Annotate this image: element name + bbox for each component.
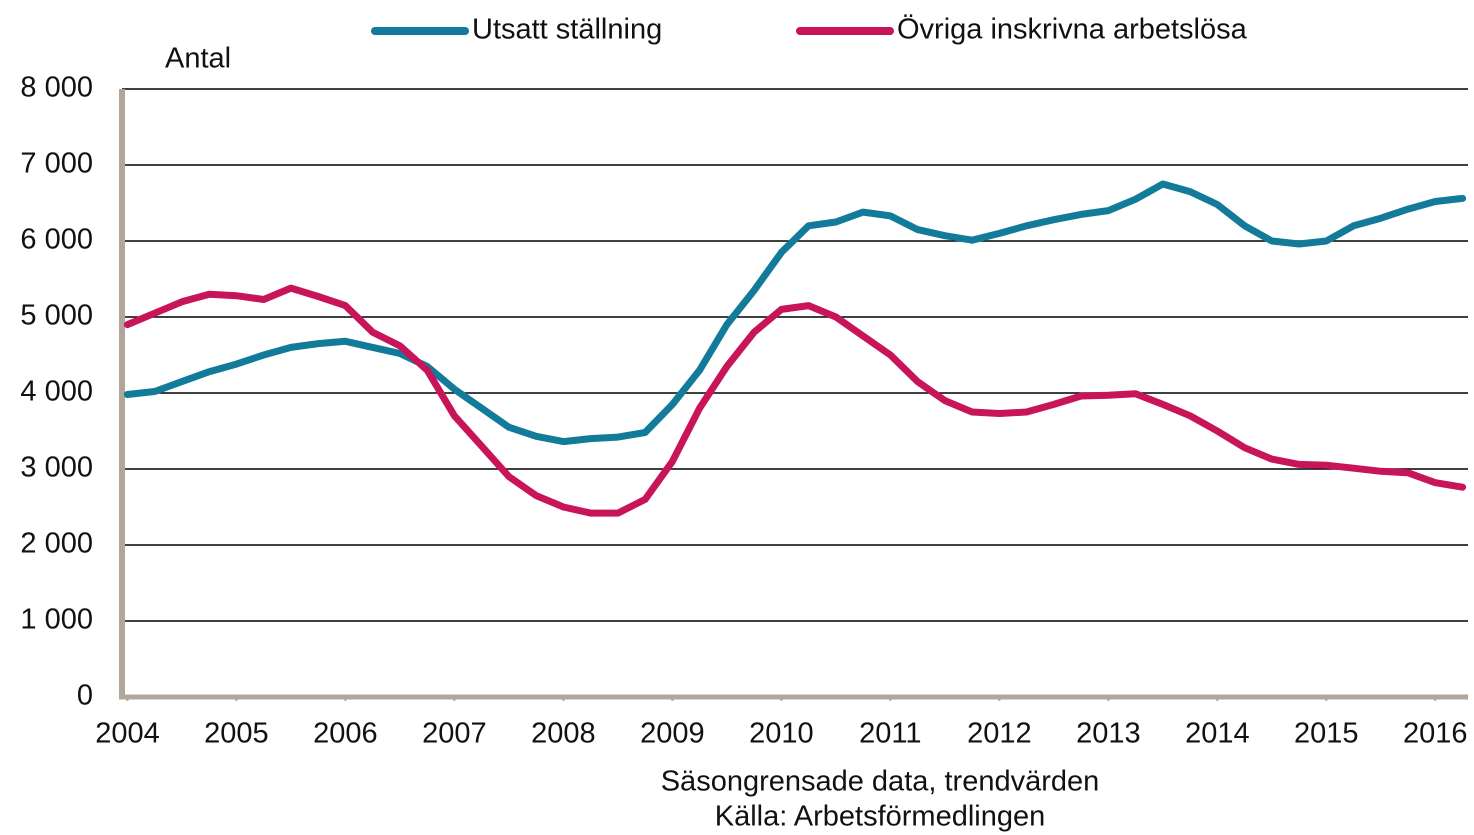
x-tick-label: 2007 [422, 718, 487, 750]
y-tick-label: 3 000 [20, 452, 93, 484]
x-tick-label: 2013 [1076, 718, 1141, 750]
x-tick-label: 2009 [640, 718, 705, 750]
x-tick-label: 2016 [1403, 718, 1468, 750]
x-tick-label: 2012 [967, 718, 1032, 750]
note: Källa: Arbetsförmedlingen [715, 801, 1045, 833]
y-tick-label: 6 000 [20, 224, 93, 256]
note: Säsongrensade data, trendvärden [661, 766, 1100, 798]
y-axis-title: Antal [165, 43, 231, 75]
y-tick-label: 2 000 [20, 528, 93, 560]
y-tick-label: 7 000 [20, 148, 93, 180]
x-tick-label: 2004 [95, 718, 160, 750]
y-tick-label: 1 000 [20, 604, 93, 636]
legend-label: Övriga inskrivna arbetslösa [897, 14, 1248, 46]
y-tick-label: 4 000 [20, 376, 93, 408]
series-line [123, 284, 1467, 517]
y-tick-label: 5 000 [20, 300, 93, 332]
x-tick-label: 2014 [1185, 718, 1250, 750]
x-tick-label: 2005 [204, 718, 269, 750]
x-tick-label: 2011 [859, 718, 921, 750]
legend-label: Utsatt ställning [472, 14, 662, 46]
x-tick-label: 2010 [749, 718, 814, 750]
x-tick-label: 2006 [313, 718, 378, 750]
x-tick-label: 2015 [1294, 718, 1359, 750]
y-tick-label: 8 000 [20, 72, 93, 104]
y-tick-label: 0 [77, 680, 93, 712]
series-line [123, 180, 1467, 446]
x-tick-label: 2008 [531, 718, 596, 750]
